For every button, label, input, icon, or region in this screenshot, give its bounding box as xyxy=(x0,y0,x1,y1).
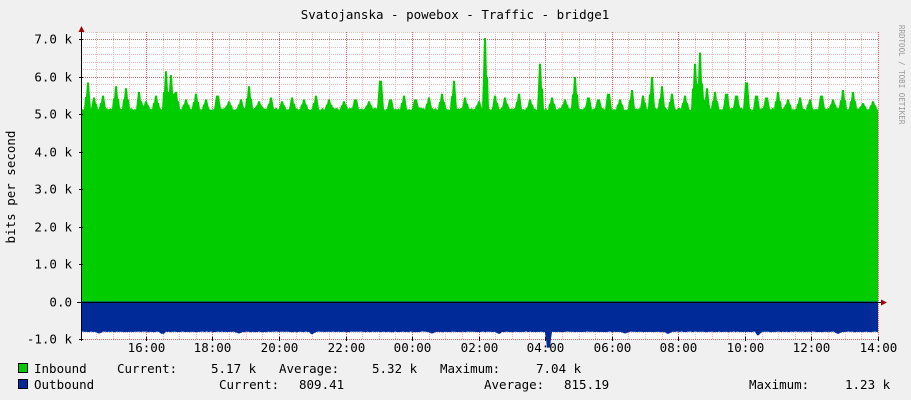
x-tick-label: 12:00 xyxy=(793,340,831,355)
y-tick-label: 1.0 k xyxy=(34,257,72,272)
inbound-maximum-value: 7.04 k xyxy=(536,361,582,376)
inbound-average-value: 5.32 k xyxy=(372,361,418,376)
x-tick-label: 02:00 xyxy=(461,340,499,355)
data-areas xyxy=(81,38,878,348)
inbound-current-value: 5.17 k xyxy=(211,361,257,376)
rrdtool-watermark: RRDTOOL / TOBI OETIKER xyxy=(897,25,906,125)
x-tick-label: 20:00 xyxy=(261,340,299,355)
series-outbound-area xyxy=(81,301,878,348)
outbound-swatch xyxy=(18,379,28,389)
x-tick-label: 10:00 xyxy=(727,340,765,355)
series-inbound-area xyxy=(81,38,878,302)
outbound-average-label: Average: xyxy=(484,377,545,392)
tick-labels: -1.0 k 0.0 1.0 k 2.0 k 3.0 k 4.0 k 5.0 k 6.0 k 7… xyxy=(27,32,897,356)
inbound-label: Inbound xyxy=(34,361,87,376)
inbound-swatch xyxy=(18,363,28,373)
legend-row-outbound: Outbound Current: 809.41 Average: 815.19… xyxy=(0,377,911,392)
chart-title: Svatojanska - powebox - Traffic - bridge… xyxy=(301,7,610,22)
inbound-maximum-label: Maximum: xyxy=(440,361,501,376)
x-tick-label: 08:00 xyxy=(660,340,698,355)
legend-row-inbound: Inbound Current: 5.17 k Average: 5.32 k … xyxy=(0,361,911,376)
y-tick-label: 4.0 k xyxy=(34,145,72,160)
outbound-label: Outbound xyxy=(34,377,95,392)
y-tick-label: 3.0 k xyxy=(34,182,72,197)
x-tick-label: 22:00 xyxy=(328,340,366,355)
y-tick-label: 6.0 k xyxy=(34,70,72,85)
x-tick-label: 18:00 xyxy=(194,340,232,355)
outbound-maximum-value: 1.23 k xyxy=(845,377,891,392)
y-tick-label: 2.0 k xyxy=(34,220,72,235)
x-tick-label: 14:00 xyxy=(860,340,898,355)
inbound-current-label: Current: xyxy=(117,361,178,376)
y-axis-label: bits per second xyxy=(3,131,18,244)
y-axis-arrow xyxy=(78,26,85,32)
y-tick-label: 0.0 xyxy=(49,295,72,310)
x-tick-label: 04:00 xyxy=(527,340,565,355)
x-tick-label: 16:00 xyxy=(128,340,166,355)
outbound-current-value: 809.41 xyxy=(299,377,345,392)
y-tick-label: -1.0 k xyxy=(27,332,73,347)
inbound-average-label: Average: xyxy=(279,361,340,376)
outbound-maximum-label: Maximum: xyxy=(749,377,810,392)
y-tick-label: 7.0 k xyxy=(34,32,72,47)
x-tick-label: 06:00 xyxy=(594,340,632,355)
x-tick-label: 00:00 xyxy=(394,340,432,355)
outbound-current-label: Current: xyxy=(219,377,280,392)
axes xyxy=(77,26,887,341)
outbound-average-value: 815.19 xyxy=(564,377,610,392)
y-tick-label: 5.0 k xyxy=(34,107,72,122)
x-axis-arrow xyxy=(881,299,887,306)
